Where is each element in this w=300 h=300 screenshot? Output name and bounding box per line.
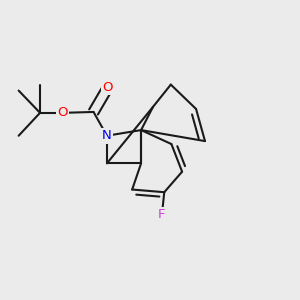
Text: F: F [158, 208, 166, 221]
Text: N: N [102, 129, 112, 142]
Text: O: O [103, 81, 113, 94]
Text: O: O [57, 106, 68, 119]
